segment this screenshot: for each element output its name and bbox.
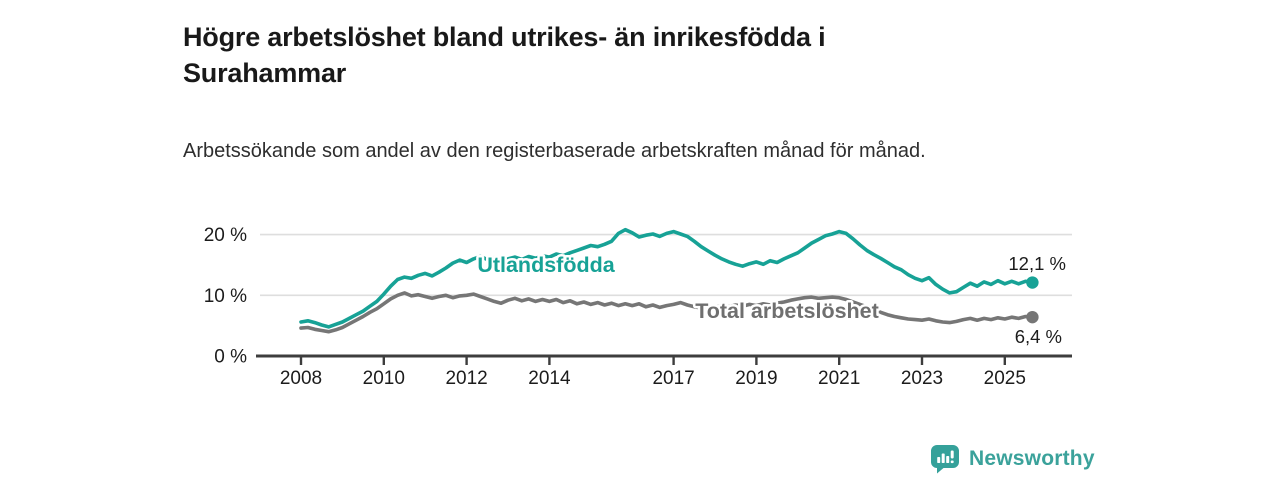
- x-tick-label: 2017: [652, 368, 694, 389]
- x-tick-label: 2010: [363, 368, 405, 389]
- end-value-total-arbetsloshet: 6,4 %: [1015, 326, 1062, 347]
- series-end-dot: [1026, 276, 1039, 289]
- y-tick-label: 10 %: [204, 286, 247, 307]
- end-value-utlandsfodda: 12,1 %: [1008, 253, 1066, 274]
- series-label-total-arbetsloshet: Total arbetslöshet: [695, 299, 879, 323]
- x-tick-label: 2008: [280, 368, 322, 389]
- x-tick-label: 2021: [818, 368, 860, 389]
- x-tick-label: 2019: [735, 368, 777, 389]
- series-label-utlandsfodda: Utlandsfödda: [477, 253, 615, 277]
- series-end-dot: [1026, 310, 1039, 324]
- x-tick-label: 2025: [984, 368, 1026, 389]
- y-tick-label: 20 %: [204, 225, 247, 246]
- series-line: [299, 227, 1035, 329]
- x-tick-label: 2023: [901, 368, 943, 389]
- page-title: Högre arbetslöshet bland utrikes- än inr…: [183, 22, 826, 88]
- x-tick-label: 2012: [445, 368, 487, 389]
- newsworthy-bubble-chart-icon: [931, 445, 959, 474]
- newsworthy-logo[interactable]: Newsworthy: [930, 444, 1095, 474]
- chart-plot-area: 2008 2010 2012 2014 2017 2019 2021 2023 2025 0 % 1…: [204, 225, 1072, 389]
- y-tick-label: 0 %: [214, 347, 247, 368]
- newsworthy-wordmark: Newsworthy: [969, 447, 1095, 470]
- x-tick-label: 2014: [528, 368, 571, 389]
- chart-subtitle: Arbetssökande som andel av den registerb…: [183, 140, 926, 162]
- series-line: [299, 291, 1035, 334]
